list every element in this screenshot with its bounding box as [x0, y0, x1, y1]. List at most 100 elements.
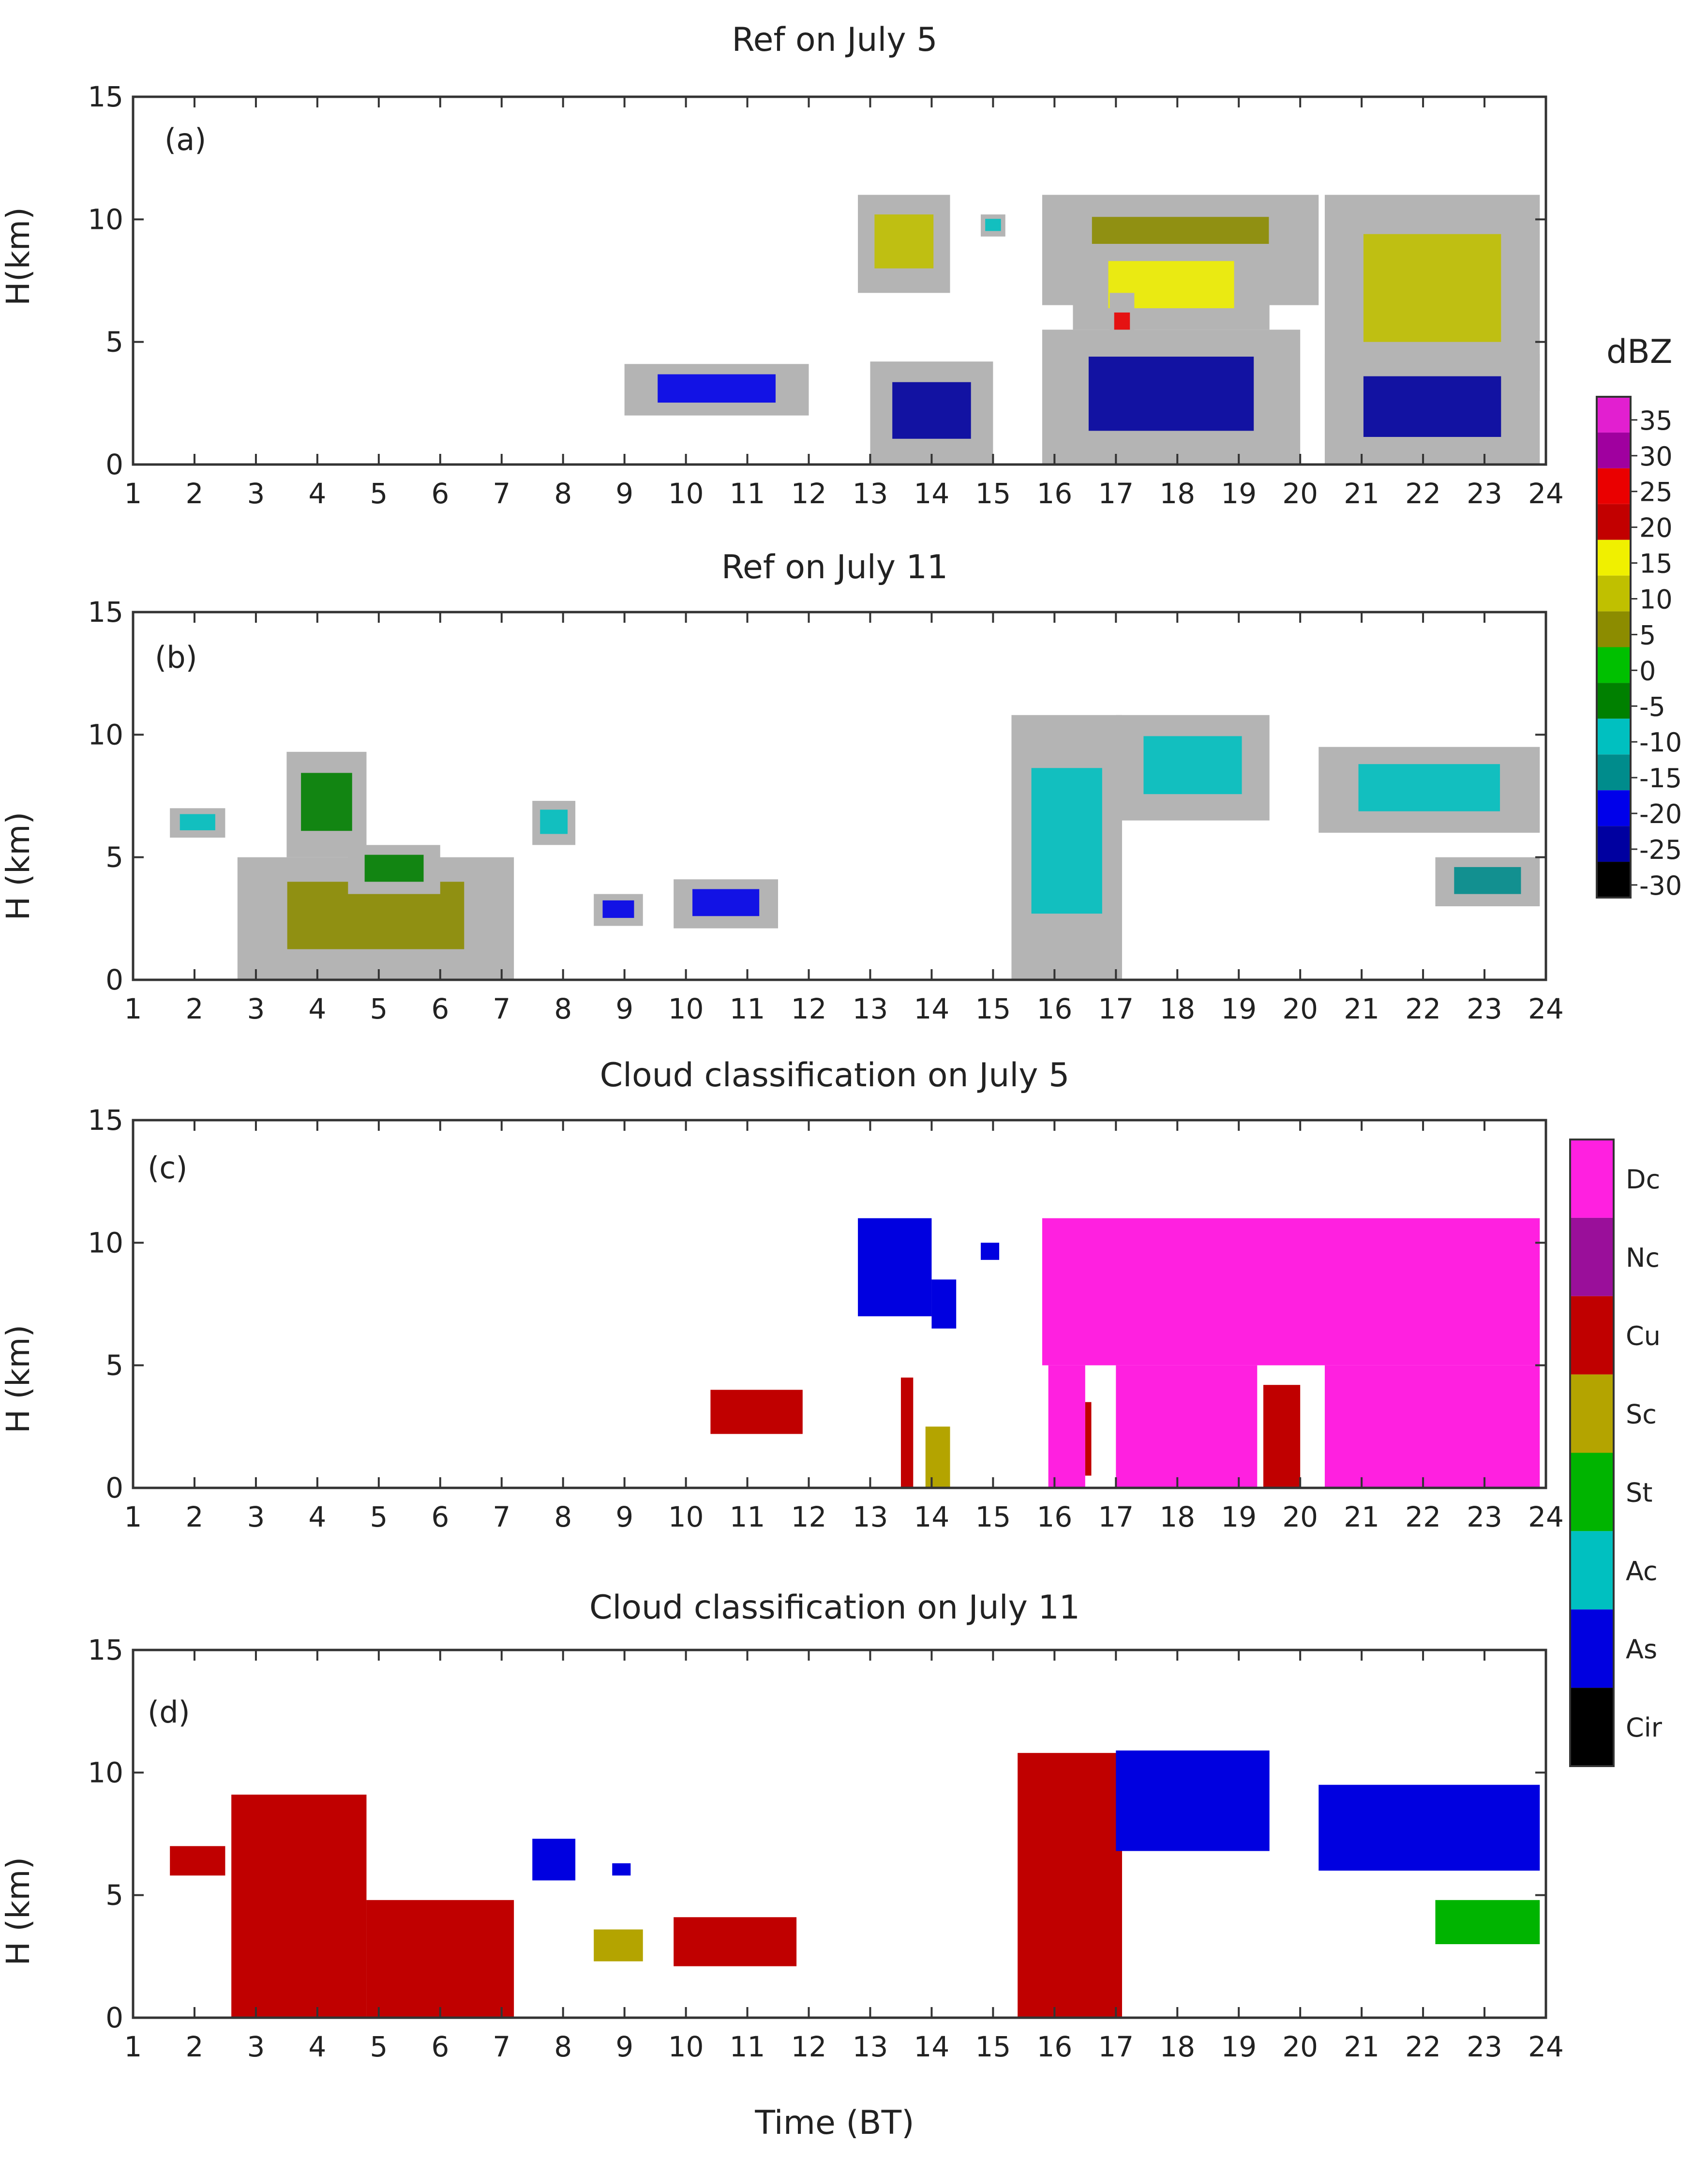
cloud-region-cu [1263, 1385, 1301, 1488]
x-tick-label: 23 [1467, 1500, 1502, 1533]
x-tick-label: 22 [1405, 1500, 1441, 1533]
x-tick-label: 17 [1098, 992, 1134, 1025]
echo-core [658, 374, 776, 403]
y-tick-label: 5 [105, 1879, 123, 1912]
x-tick-label: 17 [1098, 1500, 1134, 1533]
x-tick-label: 21 [1344, 1500, 1379, 1533]
x-tick-label: 18 [1159, 477, 1195, 510]
colorbar-class-label: Ac [1626, 1556, 1658, 1586]
colorbar-dbz-label: 25 [1639, 477, 1673, 508]
x-tick-label: 17 [1098, 2030, 1134, 2063]
colorbar-class-swatch [1570, 1531, 1614, 1610]
x-tick-label: 6 [431, 1500, 449, 1533]
colorbar-dbz-swatch [1597, 540, 1631, 576]
cloud-region-st [1435, 1900, 1540, 1944]
echo-core [1363, 234, 1501, 342]
colorbar-dbz-label: 5 [1639, 620, 1656, 650]
colorbar-dbz-label: -10 [1639, 727, 1682, 758]
y-tick-label: 10 [88, 203, 123, 236]
x-tick-label: 9 [615, 2030, 633, 2063]
colorbar-dbz-swatch [1597, 397, 1631, 433]
x-tick-label: 1 [124, 1500, 142, 1533]
x-tick-label: 11 [730, 1500, 765, 1533]
x-tick-label: 15 [975, 2030, 1011, 2063]
x-tick-label: 8 [554, 477, 572, 510]
x-tick-label: 20 [1282, 477, 1318, 510]
x-tick-label: 12 [791, 2030, 827, 2063]
colorbar-class-label: Cu [1626, 1321, 1661, 1351]
x-tick-label: 4 [308, 477, 326, 510]
panel-c-label: (c) [148, 1150, 187, 1185]
echo-core [1454, 867, 1521, 894]
echo-core [180, 814, 215, 830]
colorbar-dbz-swatch [1597, 826, 1631, 862]
y-tick-label: 5 [105, 326, 123, 359]
y-tick-label: 0 [105, 963, 123, 996]
cloud-region-sc [594, 1929, 643, 1962]
x-tick-label: 16 [1036, 477, 1072, 510]
x-tick-label: 11 [730, 2030, 765, 2063]
x-tick-label: 21 [1344, 477, 1379, 510]
cloud-region-as [858, 1218, 932, 1317]
cloud-region-cu [1085, 1402, 1092, 1476]
cloud-region-as [612, 1863, 631, 1876]
panel-d-ylabel: H (km) [0, 1857, 37, 1966]
x-tick-label: 7 [493, 2030, 510, 2063]
colorbar-class-label: As [1626, 1634, 1657, 1664]
x-tick-label: 19 [1221, 477, 1257, 510]
panel-b-reflectivity-july-11: Ref on July 11 H (km) (b) 1 2 3 4 5 6 7 8 9 10 11 1… [0, 548, 1564, 1025]
y-tick-label: 0 [105, 448, 123, 481]
x-tick-label: 19 [1221, 1500, 1257, 1533]
panel-b-label: (b) [155, 640, 197, 675]
colorbar-dbz-swatch [1597, 432, 1631, 468]
x-tick-label: 22 [1405, 2030, 1441, 2063]
x-tick-label: 24 [1528, 2030, 1564, 2063]
y-tick-label: 15 [88, 80, 123, 113]
x-tick-label: 3 [247, 1500, 265, 1533]
cloud-region-dc [1048, 1365, 1085, 1488]
colorbar-dbz-title: dBZ [1606, 333, 1672, 371]
x-tick-label: 2 [186, 477, 204, 510]
echo-core [364, 855, 424, 882]
x-tick-label: 17 [1098, 477, 1134, 510]
x-tick-label: 7 [493, 1500, 510, 1533]
x-tick-label: 12 [791, 477, 827, 510]
x-tick-label: 4 [308, 2030, 326, 2063]
colorbar-dbz-swatch [1597, 790, 1631, 826]
plot-frame [132, 1649, 1547, 2019]
panel-c-ylabel: H (km) [0, 1325, 37, 1434]
x-tick-label: 1 [124, 2030, 142, 2063]
cloud-region-dc [1324, 1365, 1540, 1488]
x-tick-label: 5 [370, 992, 388, 1025]
x-tick-label: 2 [186, 2030, 204, 2063]
echo-core [1358, 764, 1500, 811]
y-tick-label: 10 [88, 1226, 123, 1259]
panel-a-ylabel: H(km) [0, 207, 37, 306]
x-tick-label: 24 [1528, 477, 1564, 510]
x-tick-label: 9 [615, 477, 633, 510]
x-tick-label: 16 [1036, 1500, 1072, 1533]
panel-a-title: Ref on July 5 [732, 21, 937, 59]
cloud-region-sc [925, 1426, 950, 1488]
echo-core [985, 219, 1001, 231]
echo-core [1143, 736, 1242, 795]
x-tick-label: 24 [1528, 992, 1564, 1025]
x-tick-label: 10 [668, 477, 704, 510]
x-tick-label: 2 [186, 1500, 204, 1533]
colorbar-dbz-frame [1596, 396, 1632, 899]
x-tick-label: 6 [431, 477, 449, 510]
x-tick-label: 13 [853, 477, 888, 510]
x-tick-label: 4 [308, 992, 326, 1025]
plot-frame [132, 95, 1547, 466]
x-tick-label: 18 [1159, 1500, 1195, 1533]
x-tick-label: 15 [975, 992, 1011, 1025]
panel-d-label: (d) [148, 1694, 190, 1730]
x-tick-label: 14 [914, 2030, 950, 2063]
x-tick-label: 20 [1282, 1500, 1318, 1533]
cloud-region-cu [231, 1794, 367, 2018]
colorbar-class-label: Dc [1626, 1164, 1660, 1195]
x-tick-label: 14 [914, 992, 950, 1025]
x-tick-label: 15 [975, 477, 1011, 510]
x-tick-label: 16 [1036, 992, 1072, 1025]
colorbar-class-swatch [1570, 1296, 1614, 1375]
